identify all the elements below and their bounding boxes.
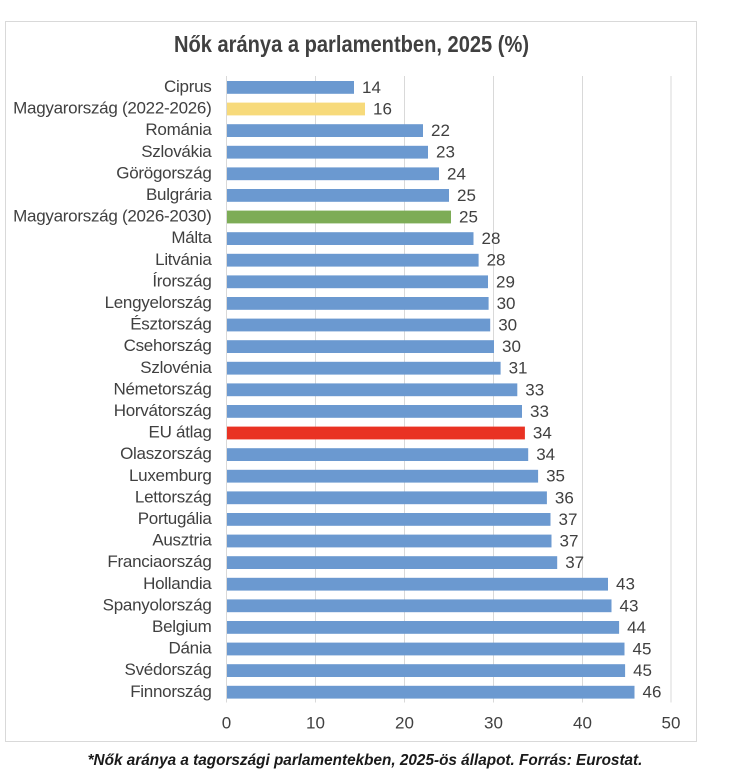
svg-text:Szlovákia: Szlovákia (141, 142, 212, 161)
svg-text:Németország: Németország (113, 379, 211, 398)
svg-text:Szlovénia: Szlovénia (140, 358, 212, 377)
svg-text:Lengyelország: Lengyelország (105, 293, 212, 312)
svg-text:30: 30 (497, 294, 516, 313)
svg-text:Olaszország: Olaszország (120, 444, 211, 463)
svg-text:Hollandia: Hollandia (143, 574, 212, 593)
svg-text:Finnország: Finnország (130, 682, 211, 701)
svg-text:44: 44 (627, 618, 646, 637)
svg-text:Horvátország: Horvátország (114, 401, 212, 420)
svg-text:Magyarország (2026-2030): Magyarország (2026-2030) (13, 207, 211, 226)
svg-text:34: 34 (533, 424, 552, 443)
svg-text:37: 37 (565, 553, 584, 572)
svg-text:Franciaország: Franciaország (107, 552, 211, 571)
svg-text:Belgium: Belgium (152, 617, 212, 636)
svg-text:22: 22 (431, 121, 450, 140)
svg-text:28: 28 (487, 251, 506, 270)
svg-text:Svédország: Svédország (125, 660, 212, 679)
svg-text:14: 14 (362, 78, 381, 97)
svg-text:Ciprus: Ciprus (164, 77, 211, 96)
svg-text:Dánia: Dánia (168, 639, 212, 658)
svg-text:45: 45 (633, 661, 652, 680)
svg-text:16: 16 (373, 100, 392, 119)
svg-text:33: 33 (525, 380, 544, 399)
svg-text:Bulgrária: Bulgrária (146, 185, 212, 204)
svg-text:Litvánia: Litvánia (155, 250, 212, 269)
svg-text:EU átlag: EU átlag (149, 423, 212, 442)
svg-text:33: 33 (530, 402, 549, 421)
svg-text:34: 34 (536, 445, 555, 464)
svg-text:25: 25 (459, 208, 478, 227)
svg-text:43: 43 (620, 596, 639, 615)
svg-text:25: 25 (457, 186, 476, 205)
svg-text:Csehország: Csehország (124, 336, 212, 355)
svg-text:30: 30 (502, 337, 521, 356)
svg-text:37: 37 (559, 510, 578, 529)
svg-text:43: 43 (616, 575, 635, 594)
svg-text:40: 40 (573, 714, 592, 733)
svg-text:Spanyolország: Spanyolország (103, 595, 212, 614)
svg-text:50: 50 (662, 714, 681, 733)
svg-text:Ausztria: Ausztria (152, 531, 212, 550)
svg-text:45: 45 (633, 640, 652, 659)
svg-text:29: 29 (496, 272, 515, 291)
svg-text:36: 36 (555, 488, 574, 507)
svg-text:24: 24 (447, 164, 466, 183)
svg-text:Luxemburg: Luxemburg (129, 466, 212, 485)
svg-text:46: 46 (643, 683, 662, 702)
svg-text:37: 37 (560, 532, 579, 551)
svg-text:30: 30 (498, 316, 517, 335)
svg-text:35: 35 (546, 467, 565, 486)
svg-text:0: 0 (222, 714, 231, 733)
svg-text:Görögország: Görögország (116, 163, 211, 182)
svg-text:Portugália: Portugália (138, 509, 213, 528)
svg-text:10: 10 (306, 714, 325, 733)
svg-text:28: 28 (482, 229, 501, 248)
svg-text:Írország: Írország (152, 271, 211, 290)
svg-text:30: 30 (484, 714, 503, 733)
svg-text:Észtország: Észtország (130, 315, 211, 334)
svg-text:23: 23 (436, 143, 455, 162)
svg-text:Magyarország (2022-2026): Magyarország (2022-2026) (13, 99, 211, 118)
svg-text:Románia: Románia (145, 120, 212, 139)
svg-text:20: 20 (395, 714, 414, 733)
svg-text:31: 31 (509, 359, 528, 378)
svg-text:Lettország: Lettország (135, 487, 212, 506)
svg-text:Málta: Málta (171, 228, 212, 247)
